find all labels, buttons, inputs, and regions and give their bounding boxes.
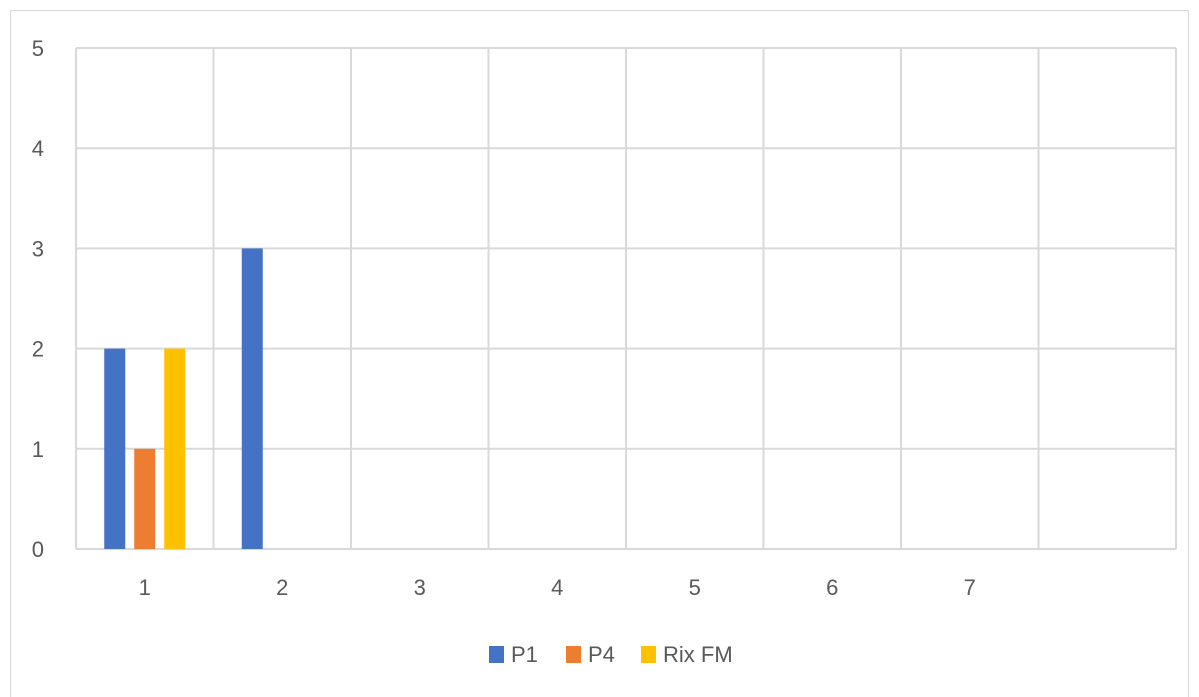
x-tick-label: 1	[139, 575, 151, 600]
y-tick-label: 4	[32, 136, 44, 161]
legend-item-p4: P4	[566, 642, 615, 667]
x-tick-label: 3	[414, 575, 426, 600]
x-tick-label: 6	[826, 575, 838, 600]
legend-swatch	[641, 646, 656, 663]
y-axis-tick-labels: 0 1 2 3 4 5	[32, 36, 44, 562]
legend-swatch	[566, 646, 581, 663]
chart-area	[10, 10, 1189, 697]
y-tick-label: 3	[32, 236, 44, 261]
legend: P1 P4 Rix FM	[489, 642, 733, 667]
bar-rix-fm-1	[164, 348, 186, 549]
x-tick-label: 4	[551, 575, 563, 600]
gridlines	[75, 47, 1177, 550]
legend-item-rix-fm: Rix FM	[641, 642, 733, 667]
x-tick-label: 2	[276, 575, 288, 600]
legend-swatch	[489, 646, 504, 663]
bar-p1-2	[241, 248, 263, 549]
bars	[104, 248, 263, 549]
x-tick-label: 7	[964, 575, 976, 600]
legend-label: P1	[511, 642, 538, 667]
bar-p4-1	[134, 448, 156, 549]
y-tick-label: 5	[32, 36, 44, 61]
y-tick-label: 2	[32, 337, 44, 362]
y-tick-label: 1	[32, 437, 44, 462]
legend-label: Rix FM	[663, 642, 733, 667]
legend-item-p1: P1	[489, 642, 538, 667]
y-tick-label: 0	[32, 537, 44, 562]
legend-label: P4	[588, 642, 615, 667]
bar-p1-1	[104, 348, 126, 549]
x-tick-label: 5	[689, 575, 701, 600]
x-axis-tick-labels: 1 2 3 4 5 6 7	[139, 575, 976, 600]
